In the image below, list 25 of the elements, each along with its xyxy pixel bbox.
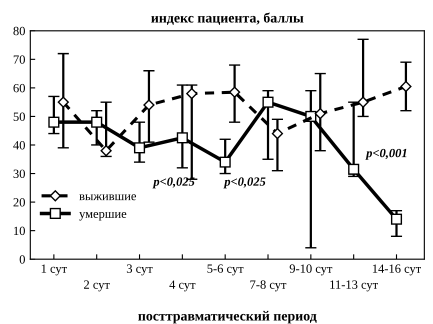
x-tick-label: 11-13 сут	[330, 280, 378, 292]
y-tick-label: 50	[14, 112, 25, 121]
chart-title: индекс пациента, баллы	[151, 12, 304, 25]
y-tick-label: 80	[13, 26, 25, 36]
y-tick-label: 30	[14, 170, 25, 178]
y-tick-label: 20	[14, 198, 25, 207]
y-tick-label: 60	[13, 84, 25, 92]
legend-label: умершие	[79, 212, 126, 221]
y-tick-label: 10	[14, 226, 25, 236]
x-axis-title: посттравматический период	[138, 310, 317, 324]
annotation: p<0,025	[223, 177, 266, 188]
x-tick-label: 9-10 сут	[290, 264, 332, 276]
y-tick-label: 0	[20, 255, 25, 264]
annotation: p<0,025	[152, 177, 195, 188]
x-tick-label: 5-6 сут	[207, 264, 244, 276]
x-tick-label: 7-8 сут	[250, 280, 286, 292]
x-tick-label: 14-16 сут	[372, 264, 422, 276]
annotation: p<0,001	[365, 148, 406, 160]
y-tick-label: 40	[13, 141, 25, 150]
x-tick-label: 3 сут	[126, 264, 153, 276]
x-tick-label: 2 сут	[84, 280, 110, 292]
x-tick-label: 4 сут	[169, 280, 196, 292]
x-tick-label: 1 сут	[42, 264, 67, 276]
legend-label: выжившие	[79, 194, 136, 200]
y-tick-label: 70	[14, 55, 25, 64]
